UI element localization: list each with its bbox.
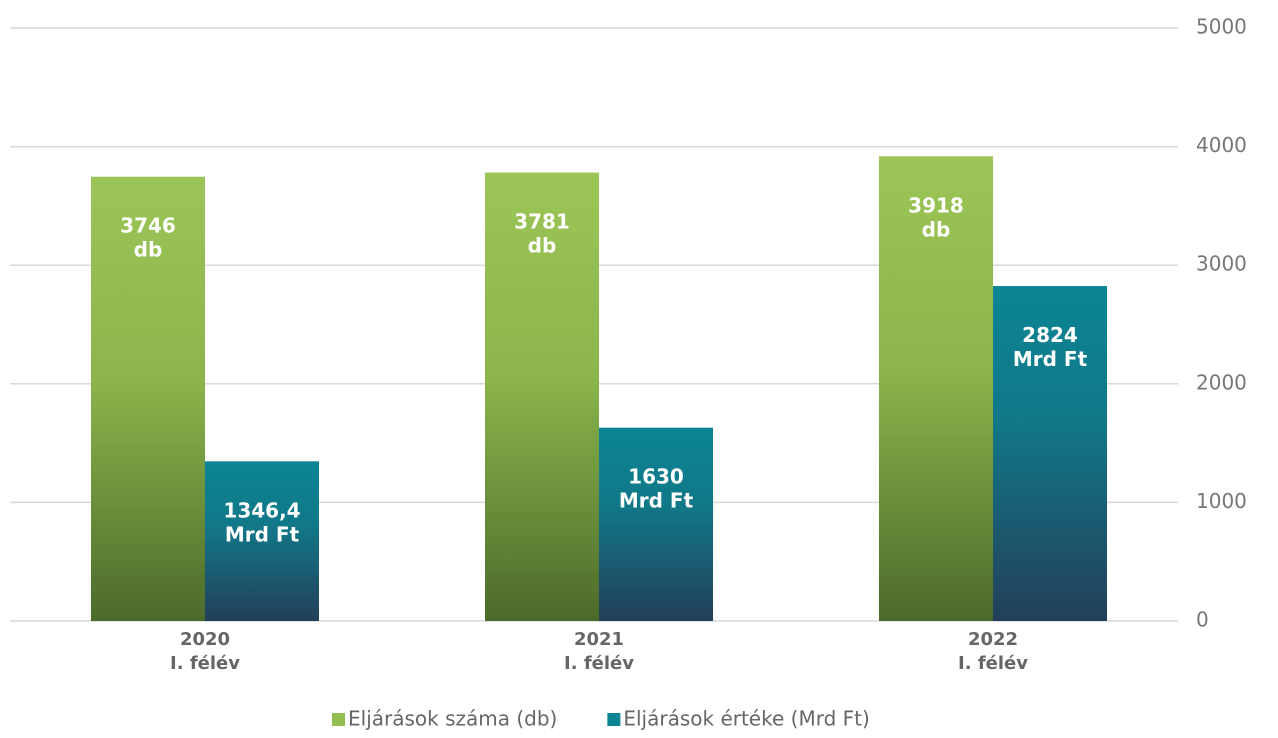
y-tick-label: 3000	[1196, 252, 1247, 276]
data-label: 1346,4 Mrd Ft	[223, 498, 300, 546]
data-label: 2824 Mrd Ft	[1013, 323, 1088, 371]
data-label: 3918 db	[908, 193, 964, 241]
bar	[879, 156, 993, 621]
legend-label: Eljárások száma (db)	[348, 707, 557, 731]
data-label: 3746 db	[120, 213, 176, 261]
y-tick-label: 4000	[1196, 133, 1247, 157]
data-label: 1630 Mrd Ft	[619, 464, 694, 512]
bar	[599, 427, 713, 621]
x-tick-label: 2021 I. félév	[564, 629, 634, 674]
y-tick-label: 5000	[1196, 15, 1247, 39]
data-label: 3781 db	[514, 209, 570, 257]
x-tick-label: 2020 I. félév	[170, 629, 240, 674]
legend-label: Eljárások értéke (Mrd Ft)	[623, 707, 869, 731]
bar	[485, 172, 599, 621]
x-tick-label: 2022 I. félév	[958, 629, 1028, 674]
y-tick-label: 0	[1196, 608, 1209, 632]
bar	[993, 286, 1107, 621]
bar	[91, 176, 205, 621]
bar	[205, 461, 319, 621]
legend-swatch	[607, 713, 621, 726]
y-tick-label: 2000	[1196, 370, 1247, 394]
legend-swatch	[332, 713, 345, 726]
y-tick-label: 1000	[1196, 489, 1247, 513]
